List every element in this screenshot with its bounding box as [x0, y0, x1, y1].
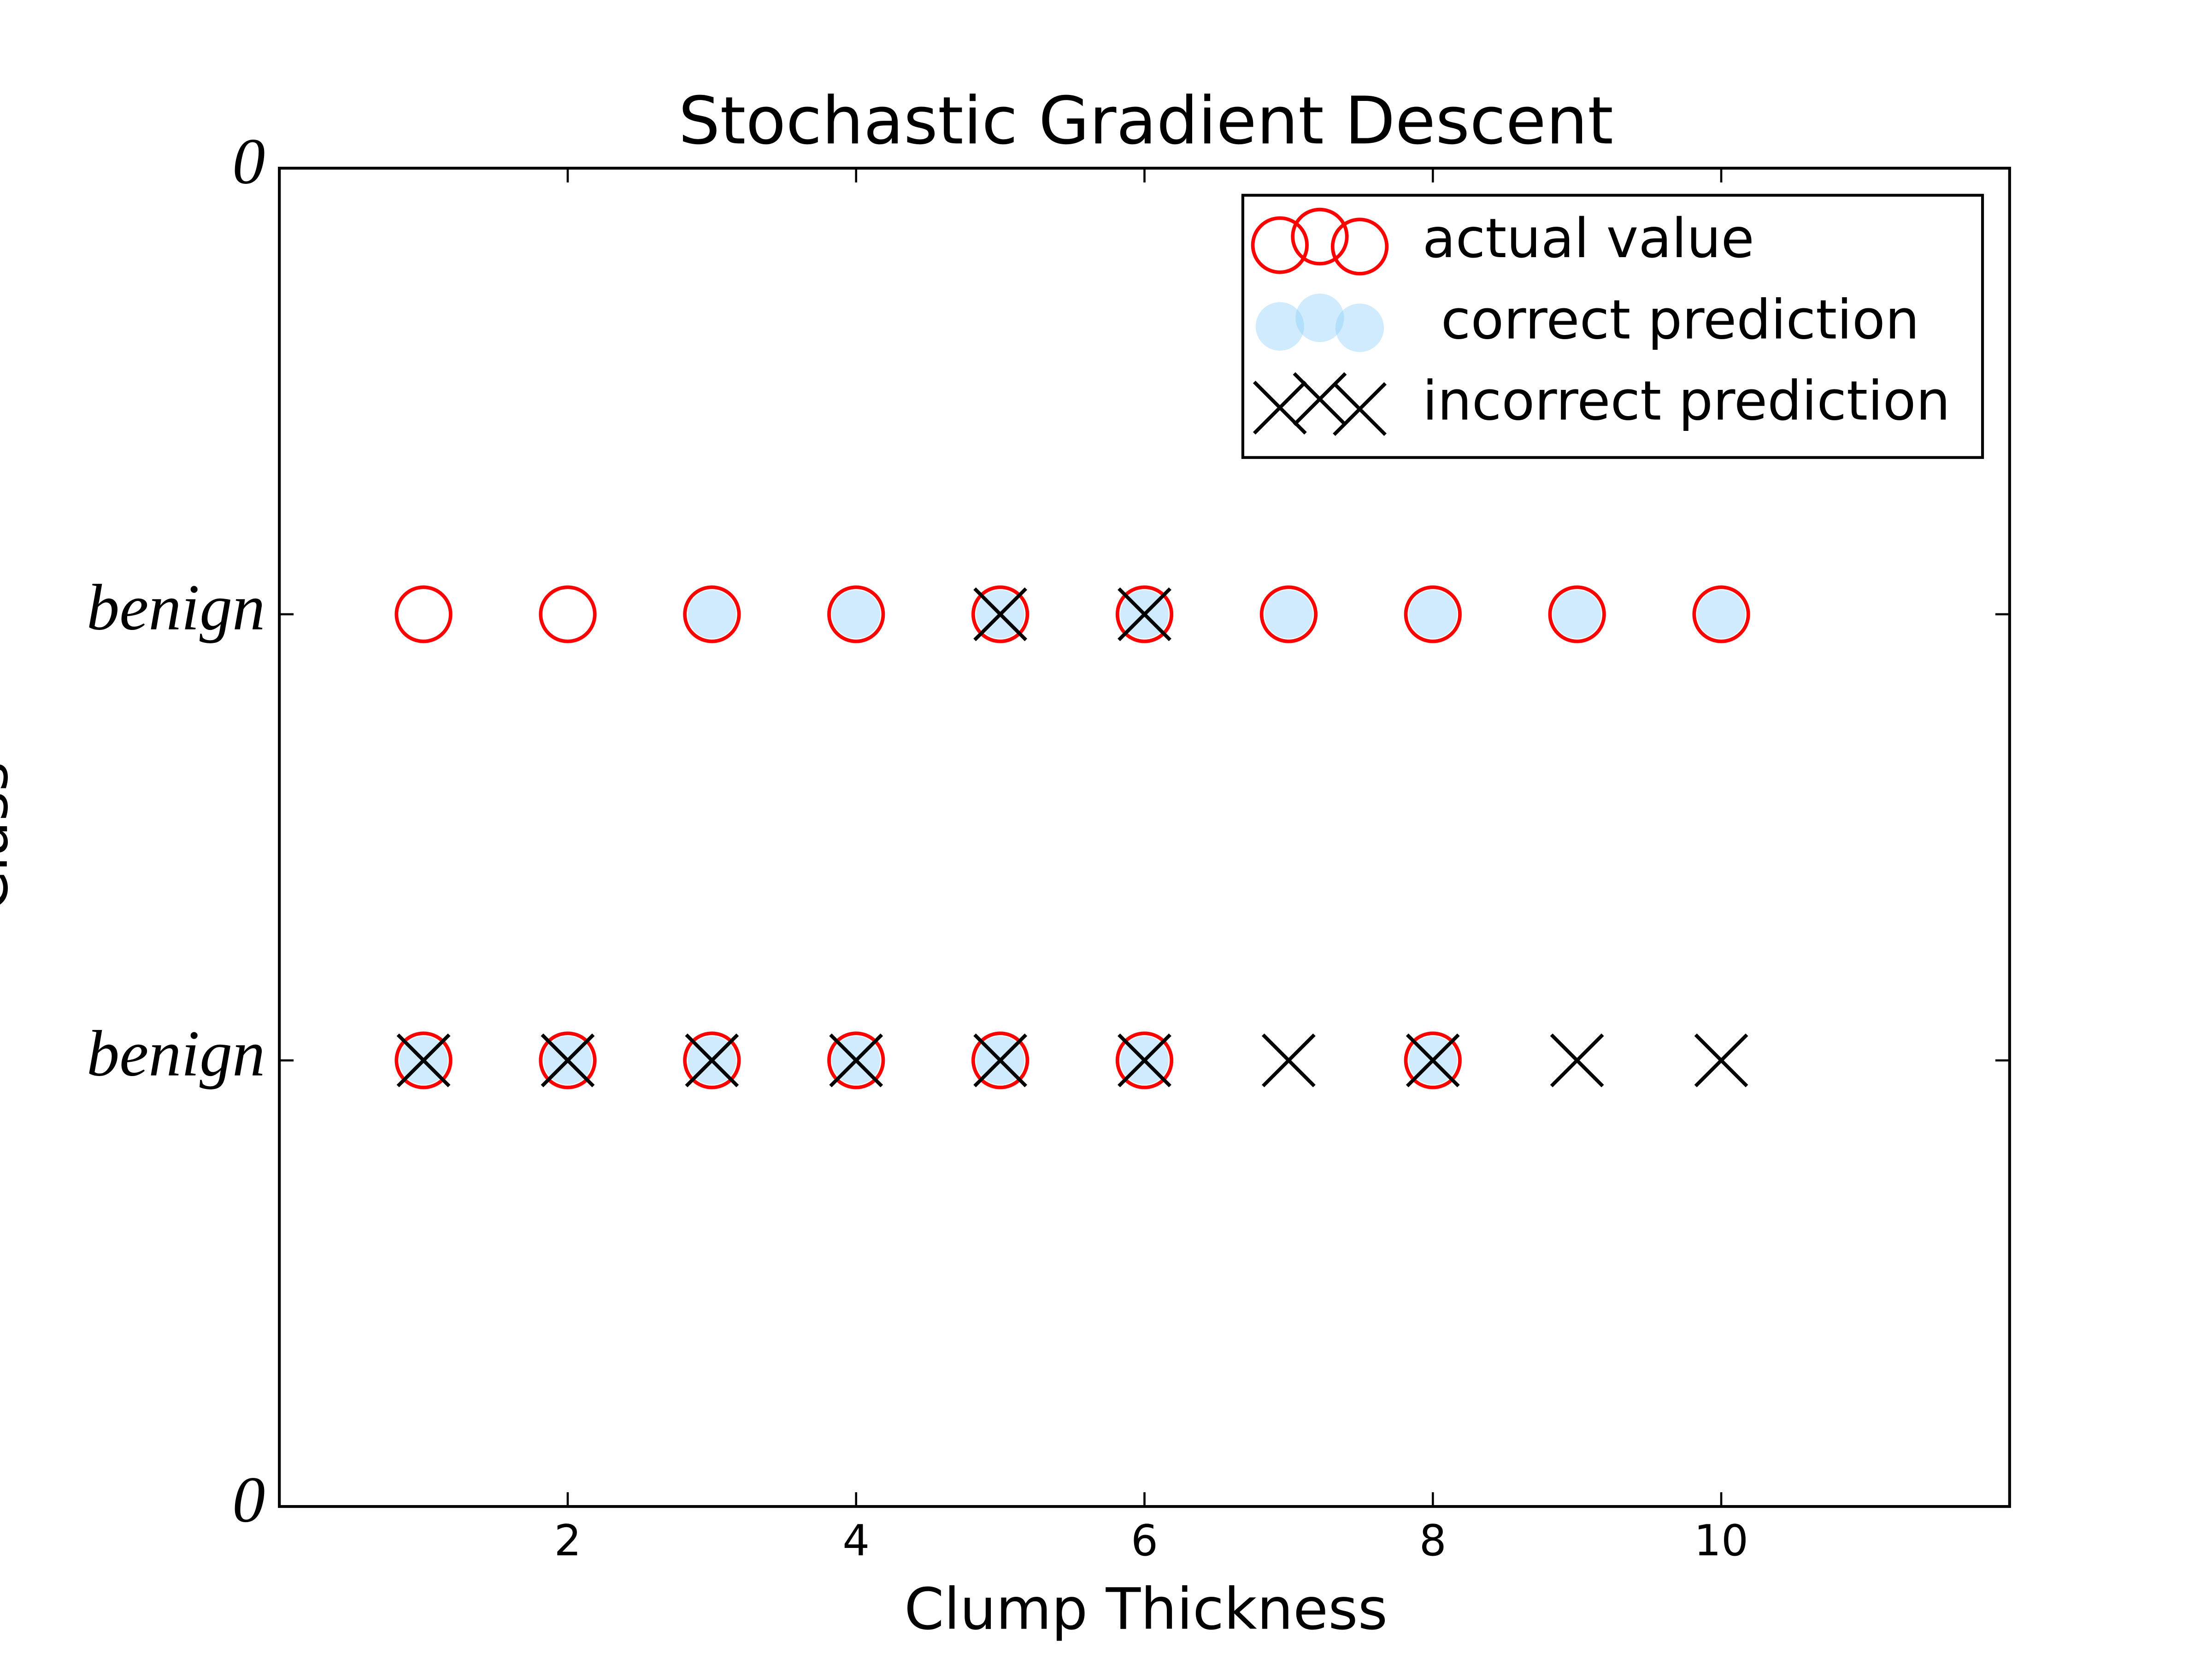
legend-marker: [1333, 382, 1387, 436]
incorrect-marker: [396, 1033, 451, 1088]
actual-marker: [1115, 585, 1174, 643]
actual-marker: [539, 585, 597, 643]
actual-marker: [683, 585, 741, 643]
prediction-marker: [1408, 590, 1457, 639]
chart-title: Stochastic Gradient Descent: [678, 82, 1613, 159]
x-tick-label: 2: [554, 1516, 581, 1565]
prediction-marker: [832, 590, 881, 639]
incorrect-marker: [1406, 1033, 1460, 1088]
incorrect-marker: [829, 1033, 883, 1088]
legend-marker: [1335, 303, 1384, 352]
legend-label: actual value: [1423, 207, 1754, 270]
actual-marker: [1692, 585, 1750, 643]
y-tick-label: 0: [232, 1463, 265, 1536]
axes-frame: [278, 166, 2011, 1508]
x-tick-label: 10: [1694, 1516, 1748, 1565]
prediction-marker: [1264, 590, 1313, 639]
x-tick-label: 4: [842, 1516, 870, 1565]
actual-marker: [1404, 585, 1462, 643]
prediction-marker: [1553, 590, 1601, 639]
prediction-marker: [1697, 590, 1746, 639]
y-axis-label: Class: [0, 762, 21, 912]
incorrect-marker: [685, 1033, 739, 1088]
actual-marker: [971, 1031, 1030, 1089]
incorrect-marker: [1118, 587, 1171, 641]
legend-label: incorrect prediction: [1423, 370, 1951, 433]
y-tick-label: 0: [232, 125, 265, 198]
actual-marker: [1548, 585, 1606, 643]
actual-marker: [539, 1031, 597, 1089]
x-tick-label: 6: [1131, 1516, 1158, 1565]
legend-marker: [1255, 302, 1304, 351]
legend-marker: [1295, 294, 1344, 342]
legend-marker: [1291, 207, 1349, 266]
actual-marker: [1259, 585, 1318, 643]
actual-marker: [394, 585, 453, 643]
y-tick-label: benign: [87, 1017, 265, 1090]
x-axis-label: Clump Thickness: [904, 1577, 1388, 1643]
actual-marker: [971, 585, 1030, 643]
plot-area: 2 4 6 8 10 0 benign benign 0: [87, 125, 2010, 1565]
incorrect-marker: [541, 1033, 595, 1088]
legend-marker: [1293, 372, 1347, 426]
prediction-marker: [688, 590, 736, 639]
y-tick-label: benign: [87, 571, 265, 644]
legend-marker: [1330, 218, 1389, 276]
legend: actual value correct prediction incorrect …: [1241, 194, 1984, 459]
legend-marker: [1253, 381, 1307, 435]
actual-marker: [683, 1031, 741, 1089]
actual-marker: [827, 585, 885, 643]
incorrect-marker: [1118, 1033, 1171, 1088]
actual-marker: [827, 1031, 885, 1089]
actual-marker: [1404, 1031, 1462, 1089]
incorrect-marker: [973, 1033, 1028, 1088]
incorrect-marker: [1694, 1033, 1748, 1088]
legend-label: correct prediction: [1441, 288, 1919, 351]
incorrect-marker: [1550, 1033, 1604, 1088]
incorrect-marker: [1261, 1033, 1316, 1088]
actual-marker: [394, 1031, 453, 1089]
incorrect-marker: [973, 587, 1028, 641]
actual-marker: [1115, 1031, 1174, 1089]
legend-marker: [1251, 216, 1309, 274]
x-tick-label: 8: [1419, 1516, 1447, 1565]
